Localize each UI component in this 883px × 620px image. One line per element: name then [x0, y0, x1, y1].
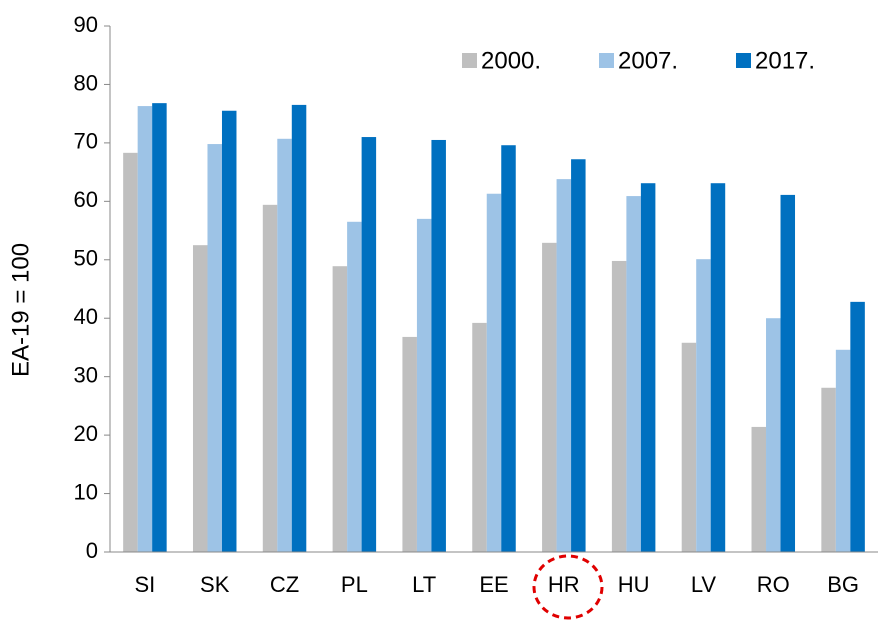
x-tick-label: RO [757, 572, 790, 597]
y-axis-label: EA-19 = 100 [7, 243, 34, 377]
x-tick-label: SK [200, 572, 230, 597]
bar [850, 301, 865, 552]
bar [152, 103, 167, 552]
bar [542, 242, 557, 552]
bar [751, 426, 767, 552]
y-tick-label: 40 [74, 304, 98, 329]
bar [291, 104, 307, 553]
y-tick-label: 0 [86, 538, 98, 563]
legend-swatch [462, 53, 477, 68]
bar [192, 245, 208, 552]
bar [472, 322, 487, 552]
bar [766, 318, 781, 552]
bar [780, 194, 796, 552]
bar [207, 144, 222, 552]
x-tick-label: LV [691, 572, 717, 597]
bar [821, 387, 836, 552]
x-tick-label: CZ [270, 572, 299, 597]
bar [835, 349, 851, 552]
bar [556, 179, 572, 552]
bar [361, 137, 377, 553]
legend-label: 2000. [481, 47, 541, 74]
bar [402, 336, 417, 552]
y-tick-label: 20 [74, 421, 98, 446]
x-tick-label: LT [412, 572, 436, 597]
legend-label: 2007. [618, 47, 678, 74]
bar [611, 260, 627, 552]
highlight-circle [532, 554, 604, 620]
bar [347, 221, 362, 553]
x-tick-label: HR [548, 572, 580, 597]
bar [123, 152, 138, 552]
x-tick-label: BG [827, 572, 859, 597]
legend-label: 2017. [755, 47, 815, 74]
x-tick-label: SI [135, 572, 156, 597]
bar [501, 145, 516, 552]
bar [416, 218, 432, 552]
legend-swatch [599, 53, 614, 68]
bar [486, 193, 502, 553]
bar [710, 183, 726, 552]
x-tick-label: HU [618, 572, 650, 597]
y-tick-label: 90 [74, 12, 98, 37]
bar [696, 259, 711, 552]
y-tick-label: 50 [74, 246, 98, 271]
bar [431, 139, 446, 552]
bar [277, 138, 292, 552]
bar [626, 196, 641, 552]
y-tick-label: 80 [74, 70, 98, 95]
bar [137, 106, 153, 553]
bar [221, 110, 237, 552]
y-tick-label: 10 [74, 479, 98, 504]
y-tick-label: 30 [74, 362, 98, 387]
x-tick-label: PL [341, 572, 368, 597]
y-tick-label: 70 [74, 129, 98, 154]
bar [681, 342, 697, 552]
legend-swatch [736, 53, 751, 68]
y-tick-label: 60 [74, 187, 98, 212]
x-tick-label: EE [479, 572, 508, 597]
bar [332, 266, 348, 552]
bar [262, 204, 278, 552]
bar [571, 159, 586, 552]
bar [640, 183, 656, 552]
